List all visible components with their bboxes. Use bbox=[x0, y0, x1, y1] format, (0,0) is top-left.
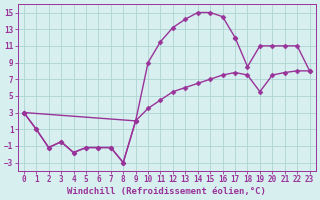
X-axis label: Windchill (Refroidissement éolien,°C): Windchill (Refroidissement éolien,°C) bbox=[67, 187, 266, 196]
